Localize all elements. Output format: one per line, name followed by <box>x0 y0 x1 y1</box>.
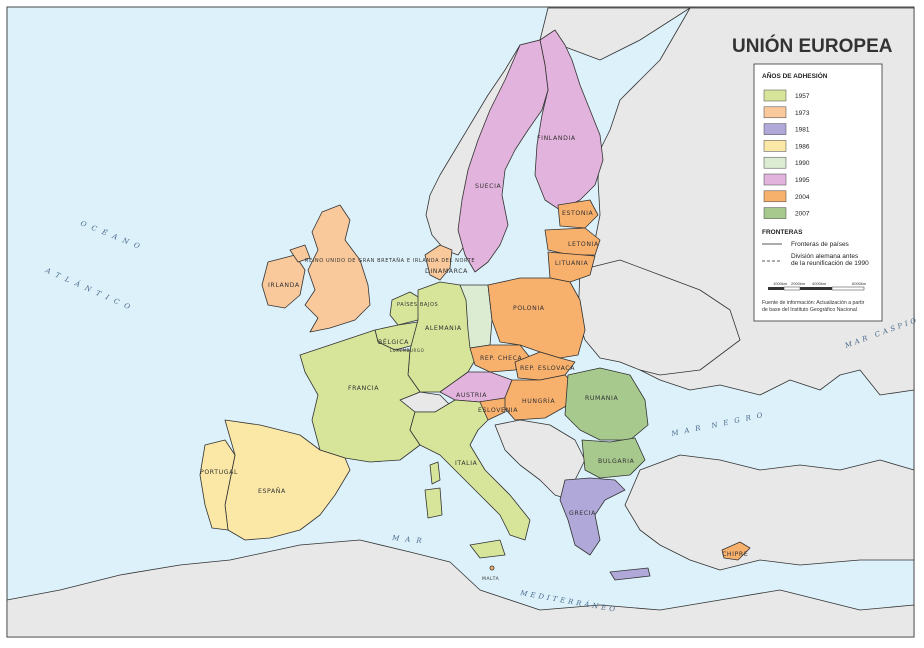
country-letonia <box>544 227 601 256</box>
country-suecia <box>457 39 549 273</box>
label-luxemburgo: LUXEMBURGO <box>390 348 424 353</box>
legend-year-2004: 2004 <box>795 194 810 201</box>
label-grecia: GRECIA <box>569 510 596 517</box>
label-chipre: CHIPRE <box>722 551 748 558</box>
legend-border-dashed: División alemana antes de la reunificaci… <box>791 253 869 267</box>
sardinia <box>424 487 443 519</box>
country-estonia <box>557 199 599 229</box>
country-polonia <box>487 277 586 359</box>
legend-year-1981: 1981 <box>795 127 810 134</box>
legend-year-1990: 1990 <box>795 160 810 167</box>
country-dinamarca <box>424 244 453 281</box>
corsica <box>429 461 441 485</box>
legend-borders-heading: FRONTERAS <box>762 229 803 236</box>
scale-bar: 1000km 2000km 4000km 6000km <box>768 281 867 291</box>
legend-swatch-1973 <box>763 106 787 119</box>
label-italia: ITALIA <box>455 460 478 467</box>
sicily <box>469 539 506 559</box>
label-francia: FRANCIA <box>348 385 379 392</box>
label-polonia: POLONIA <box>513 305 545 312</box>
label-paises-bajos: PAÍSES BAJOS <box>397 301 438 308</box>
label-malta: MALTA <box>482 576 500 582</box>
legend-items: 1957 1973 1981 1986 1990 1995 2004 2007 <box>763 89 810 219</box>
label-hungria: HUNGRÍA <box>522 396 555 405</box>
legend-year-1957: 1957 <box>795 93 810 100</box>
country-rumania <box>564 367 649 441</box>
label-dinamarca: DINAMARCA <box>425 268 468 275</box>
label-rep-eslovaca: REP. ESLOVACA <box>520 365 575 372</box>
crete <box>609 567 651 581</box>
country-italia <box>409 399 531 541</box>
country-chipre <box>721 541 751 561</box>
label-suecia: SUECIA <box>475 183 502 190</box>
country-labels: FINLANDIA SUECIA ESTONIA LETONIA LITUANI… <box>200 135 748 582</box>
scale-label-1: 2000km <box>791 281 806 286</box>
legend-swatch-1990 <box>763 156 787 169</box>
country-rep-eslovaca <box>514 351 576 381</box>
label-portugal: PORTUGAL <box>200 469 238 476</box>
country-grecia <box>559 477 626 556</box>
country-finlandia <box>534 29 604 211</box>
label-reino-unido: REINO UNIDO DE GRAN BRETAÑA E IRLANDA DE… <box>305 257 475 264</box>
label-letonia: LETONIA <box>568 241 599 248</box>
label-irlanda: IRLANDA <box>268 282 300 289</box>
legend-swatch-1957 <box>763 89 787 102</box>
legend-heading: AÑOS DE ADHESIÓN <box>762 71 828 80</box>
country-malta <box>489 565 495 571</box>
label-bulgaria: BULGARIA <box>598 458 635 465</box>
label-belgica: BÉLGICA <box>378 337 409 346</box>
legend-swatch-2004 <box>763 190 787 203</box>
legend-swatch-2007 <box>763 207 787 219</box>
scale-label-3: 6000km <box>852 281 867 286</box>
label-espana: ESPAÑA <box>258 486 286 495</box>
northern-ireland <box>289 244 311 263</box>
legend-year-1986: 1986 <box>795 143 810 150</box>
legend: AÑOS DE ADHESIÓN 1957 1973 1981 1986 1990 199… <box>753 63 883 322</box>
label-lituania: LITUANIA <box>555 260 588 267</box>
legend-border-solid: Fronteras de países <box>791 241 850 248</box>
label-alemania: ALEMANIA <box>425 325 462 332</box>
label-rep-checa: REP. CHECA <box>480 355 523 362</box>
country-bulgaria <box>581 437 646 479</box>
map-title: UNIÓN EUROPEA <box>732 35 893 57</box>
legend-year-1973: 1973 <box>795 110 810 117</box>
label-estonia: ESTONIA <box>562 210 594 217</box>
country-portugal <box>199 439 236 531</box>
north-africa <box>6 539 915 638</box>
legend-year-2007: 2007 <box>795 211 810 218</box>
country-reino-unido <box>304 204 371 333</box>
scale-label-0: 1000km <box>773 281 788 286</box>
label-rumania: RUMANIA <box>585 395 618 402</box>
label-eslovenia: ESLOVENIA <box>478 407 518 414</box>
label-austria: AUSTRIA <box>456 392 487 399</box>
legend-source: Fuente de información: Actualización a p… <box>762 300 866 313</box>
legend-swatch-1986 <box>763 140 787 152</box>
legend-swatch-1981 <box>763 123 787 135</box>
ukraine <box>577 259 741 376</box>
label-mar-med: MAR <box>391 534 428 546</box>
country-lituania <box>547 251 596 283</box>
legend-year-1995: 1995 <box>795 177 810 184</box>
turkey <box>624 454 915 571</box>
label-finlandia: FINLANDIA <box>537 135 576 142</box>
legend-swatch-1995 <box>763 173 787 186</box>
scale-label-2: 4000km <box>812 281 827 286</box>
